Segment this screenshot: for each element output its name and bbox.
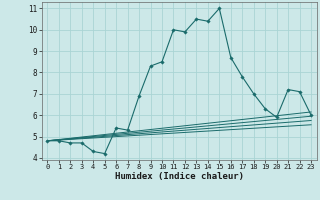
X-axis label: Humidex (Indice chaleur): Humidex (Indice chaleur): [115, 172, 244, 181]
